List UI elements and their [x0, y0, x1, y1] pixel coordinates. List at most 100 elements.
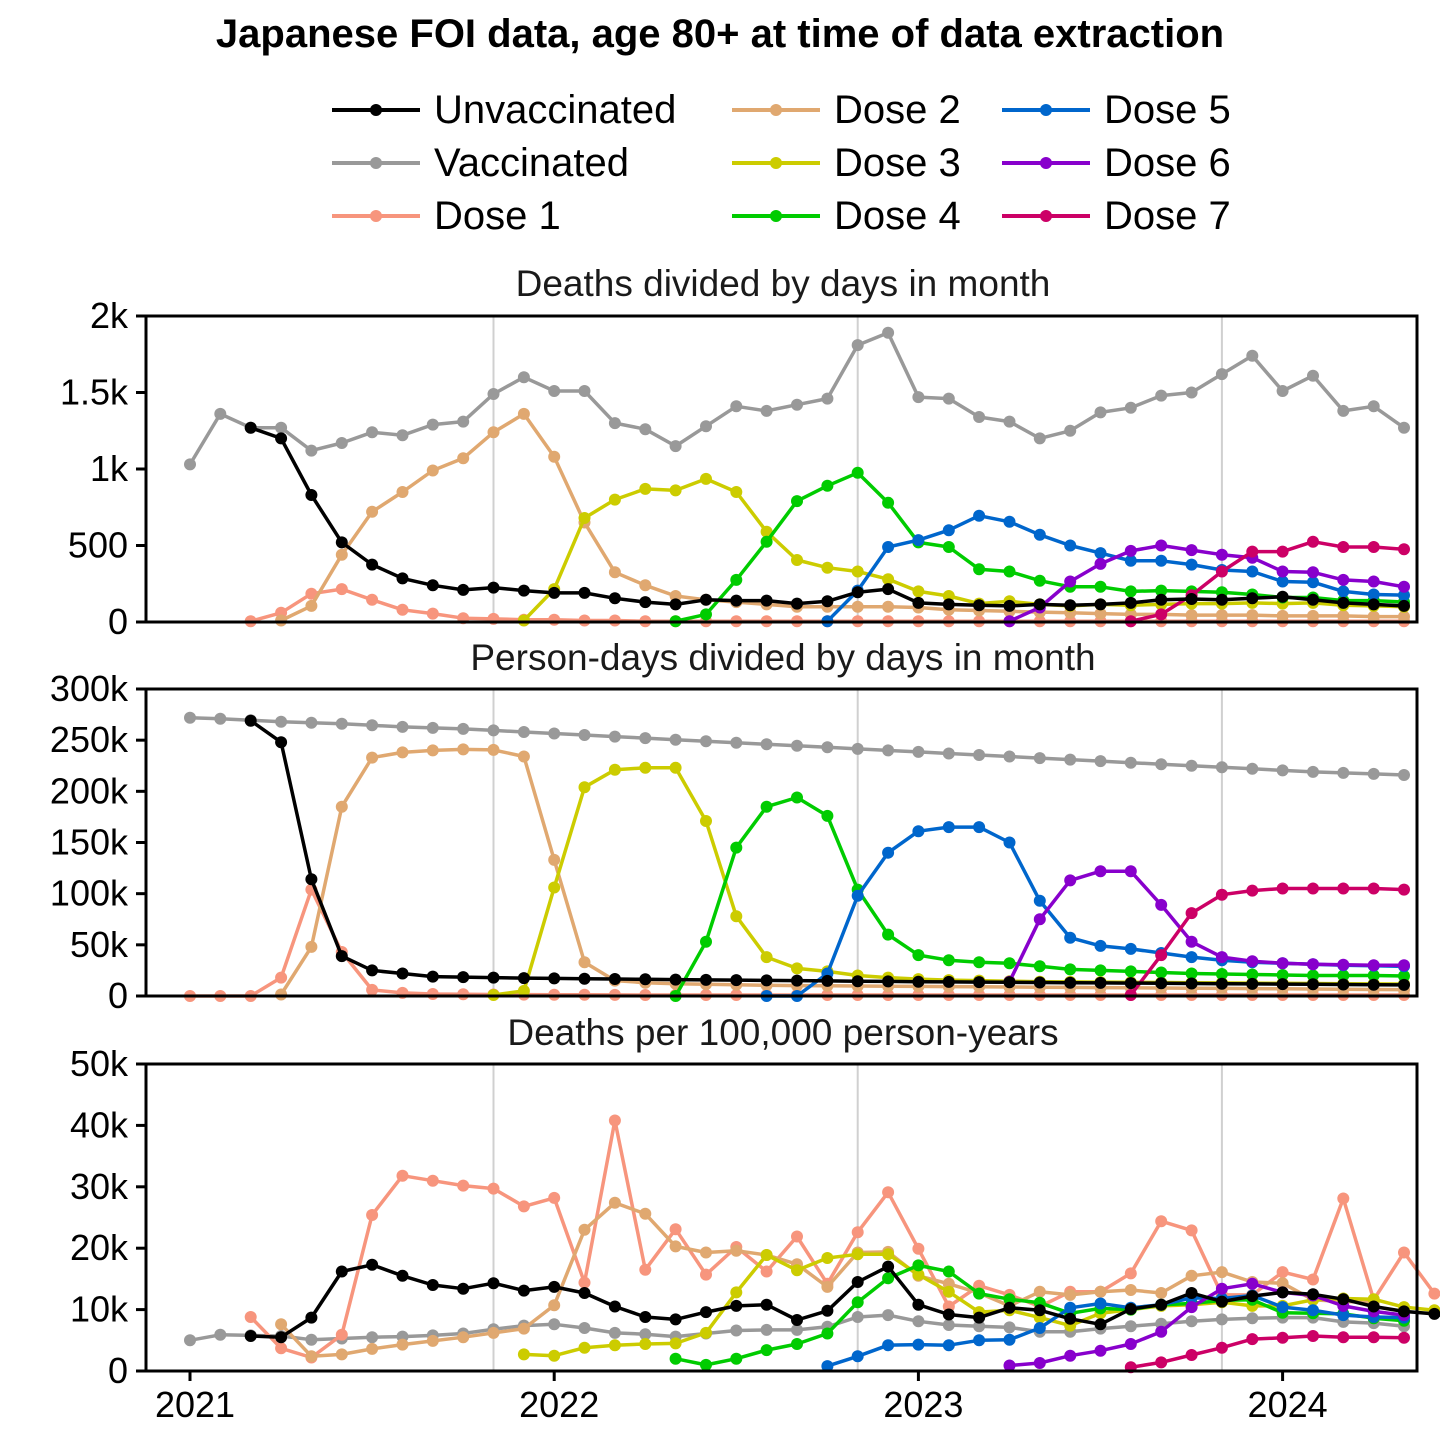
- data-point-dose-6: [1185, 544, 1198, 557]
- legend-label: Dose 1: [434, 193, 561, 238]
- data-point-unvaccinated: [1003, 1301, 1016, 1314]
- data-point-dose-1: [1185, 1224, 1198, 1237]
- data-point-vaccinated: [1185, 386, 1198, 399]
- data-point-unvaccinated: [426, 579, 439, 592]
- data-point-dose-3: [517, 984, 530, 997]
- data-point-dose-6: [1337, 958, 1350, 971]
- data-point-unvaccinated: [608, 973, 621, 985]
- data-point-dose-7: [1337, 541, 1350, 553]
- data-point-unvaccinated: [305, 1311, 318, 1324]
- data-point-vaccinated: [1033, 432, 1046, 445]
- data-point-dose-7: [1215, 565, 1228, 578]
- data-point-dose-1: [578, 1276, 591, 1289]
- data-point-dose-5: [851, 1350, 864, 1363]
- data-point-unvaccinated: [851, 975, 864, 988]
- data-point-unvaccinated: [244, 714, 257, 727]
- legend-swatch-dose-7: [1002, 210, 1090, 222]
- data-point-vaccinated: [1337, 404, 1350, 417]
- data-point-unvaccinated: [1033, 1304, 1046, 1317]
- data-point-dose-7: [1246, 545, 1259, 558]
- data-point-dose-5: [1003, 515, 1016, 528]
- data-point-dose-1: [912, 1242, 925, 1255]
- data-point-dose-2: [1215, 609, 1228, 622]
- data-point-unvaccinated: [1064, 976, 1077, 989]
- data-point-vaccinated: [366, 719, 379, 732]
- data-point-unvaccinated: [639, 596, 652, 609]
- data-point-dose-2: [1276, 1277, 1289, 1290]
- data-point-unvaccinated: [244, 421, 257, 434]
- data-point-unvaccinated: [1367, 1300, 1380, 1313]
- data-point-vaccinated: [366, 426, 379, 439]
- data-point-dose-2: [335, 1348, 348, 1361]
- series-line-unvaccinated: [249, 719, 1405, 987]
- legend-label: Vaccinated: [434, 140, 629, 185]
- series-dose-1: [244, 1114, 1440, 1364]
- data-point-unvaccinated: [366, 1258, 379, 1271]
- data-point-dose-5: [973, 1334, 986, 1347]
- data-point-unvaccinated: [457, 583, 470, 596]
- data-point-vaccinated: [851, 1311, 864, 1323]
- data-point-dose-5: [821, 1360, 834, 1373]
- data-point-dose-3: [821, 1252, 834, 1264]
- data-point-dose-4: [1124, 965, 1137, 978]
- data-point-dose-1: [396, 603, 409, 616]
- data-point-dose-7: [1155, 949, 1168, 962]
- data-point-unvaccinated: [396, 1269, 409, 1282]
- data-point-unvaccinated: [1064, 599, 1077, 612]
- data-point-dose-5: [851, 889, 864, 902]
- data-point-dose-6: [1337, 573, 1350, 586]
- x-tick-label: 2021: [155, 1384, 235, 1425]
- data-point-dose-2: [305, 1350, 318, 1363]
- data-point-unvaccinated: [912, 975, 925, 988]
- data-point-dose-2: [396, 1338, 409, 1351]
- data-point-dose-5: [1033, 894, 1046, 907]
- data-point-unvaccinated: [457, 1282, 470, 1295]
- y-tick-label: 100k: [50, 873, 129, 914]
- data-point-dose-4: [730, 573, 743, 586]
- data-point-unvaccinated: [366, 964, 379, 977]
- data-point-dose-6: [1367, 959, 1380, 972]
- data-point-dose-2: [700, 1246, 712, 1259]
- data-point-dose-6: [1033, 913, 1046, 926]
- data-point-unvaccinated: [1307, 978, 1319, 991]
- legend-swatch-vaccinated: [332, 157, 420, 169]
- data-point-dose-5: [1033, 528, 1046, 541]
- data-point-unvaccinated: [639, 973, 652, 986]
- data-point-dose-4: [791, 791, 803, 804]
- data-point-dose-4: [1155, 584, 1168, 597]
- data-point-dose-1: [882, 1186, 895, 1199]
- data-point-dose-2: [639, 1207, 652, 1220]
- data-point-dose-2: [1337, 609, 1350, 622]
- data-point-dose-6: [1155, 539, 1168, 552]
- data-point-dose-2: [1246, 609, 1259, 622]
- data-point-dose-5: [1276, 575, 1289, 588]
- data-point-unvaccinated: [1337, 596, 1350, 609]
- data-point-dose-3: [639, 482, 652, 495]
- legend-label: Dose 5: [1104, 87, 1231, 132]
- data-point-unvaccinated: [426, 970, 439, 983]
- y-tick-label: 150k: [50, 822, 129, 863]
- data-point-vaccinated: [578, 1322, 591, 1334]
- legend-item-dose-5: Dose 5: [1000, 84, 1231, 136]
- data-point-unvaccinated: [1094, 598, 1107, 611]
- data-point-dose-6: [1398, 959, 1410, 972]
- data-point-dose-3: [791, 962, 803, 975]
- data-point-dose-1: [457, 988, 470, 1001]
- data-point-vaccinated: [760, 404, 773, 417]
- data-point-unvaccinated: [791, 1314, 803, 1326]
- y-tick-label: 20k: [70, 1227, 129, 1268]
- data-point-dose-4: [1307, 969, 1319, 982]
- data-point-vaccinated: [639, 732, 652, 745]
- data-point-dose-1: [700, 1268, 712, 1281]
- legend-swatch-dose-4: [732, 210, 820, 222]
- data-point-dose-4: [1003, 957, 1016, 970]
- data-point-dose-1: [335, 583, 348, 596]
- series-unvaccinated: [244, 1258, 1440, 1344]
- data-point-unvaccinated: [396, 967, 409, 980]
- data-point-dose-6: [1094, 865, 1107, 878]
- data-point-dose-5: [882, 541, 895, 553]
- data-point-unvaccinated: [700, 973, 712, 986]
- data-point-dose-4: [942, 954, 955, 967]
- data-point-vaccinated: [1398, 421, 1410, 434]
- data-point-dose-7: [1155, 608, 1168, 621]
